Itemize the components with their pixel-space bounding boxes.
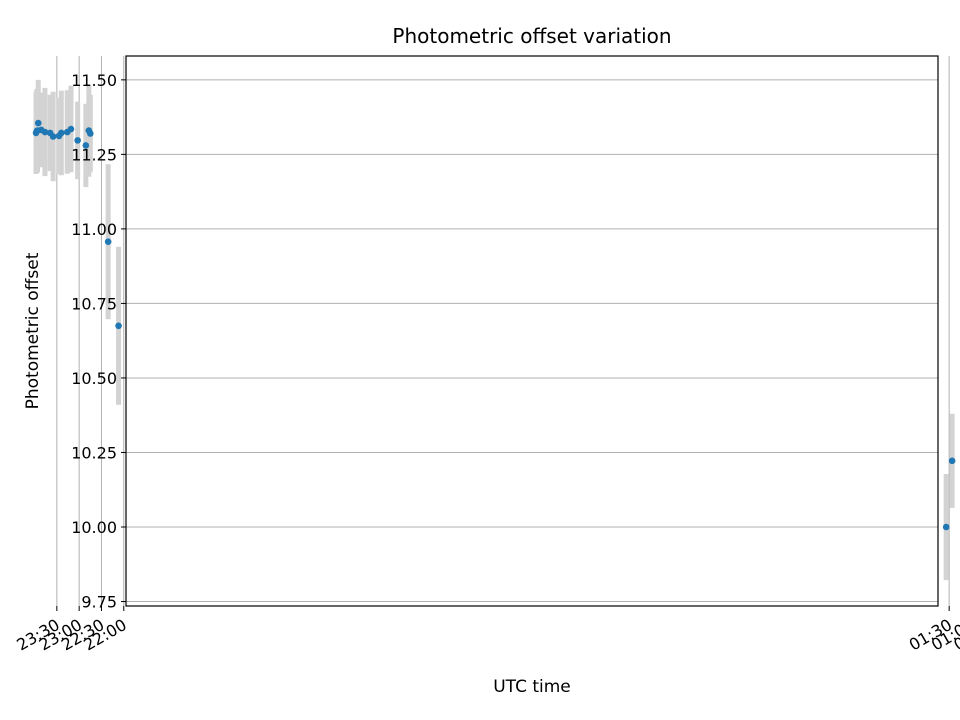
y-tick-label: 10.50 [71,369,117,388]
chart-title: Photometric offset variation [392,24,671,48]
data-point [85,127,93,134]
y-tick-label: 11.00 [71,220,117,239]
data-point [104,238,112,246]
data-point [46,129,54,137]
data-point [82,142,90,149]
y-axis: 9.75 10.00 10.25 10.50 10.75 11.00 11.25 11.50 [71,71,126,612]
y-tick-label: 10.25 [71,443,117,462]
y-axis-title: Photometric offset [23,252,43,409]
grid [56,56,950,606]
data-point [942,523,950,531]
y-tick-label: 11.25 [71,145,117,164]
y-tick-label: 11.50 [71,71,117,90]
data-point [948,457,956,465]
data-point [74,137,81,144]
x-axis-title: UTC time [493,677,571,697]
data-point [115,322,122,330]
data-point [63,128,71,136]
data-point [32,129,40,137]
data-point [34,119,42,127]
plot-frame [125,55,939,607]
data-point [55,132,63,140]
x-tick-label: 00:30 [950,615,960,655]
y-tick-label: 9.75 [81,593,117,612]
y-tick-label: 10.00 [71,518,117,537]
y-tick-label: 10.75 [71,294,117,313]
data-points [32,119,960,531]
